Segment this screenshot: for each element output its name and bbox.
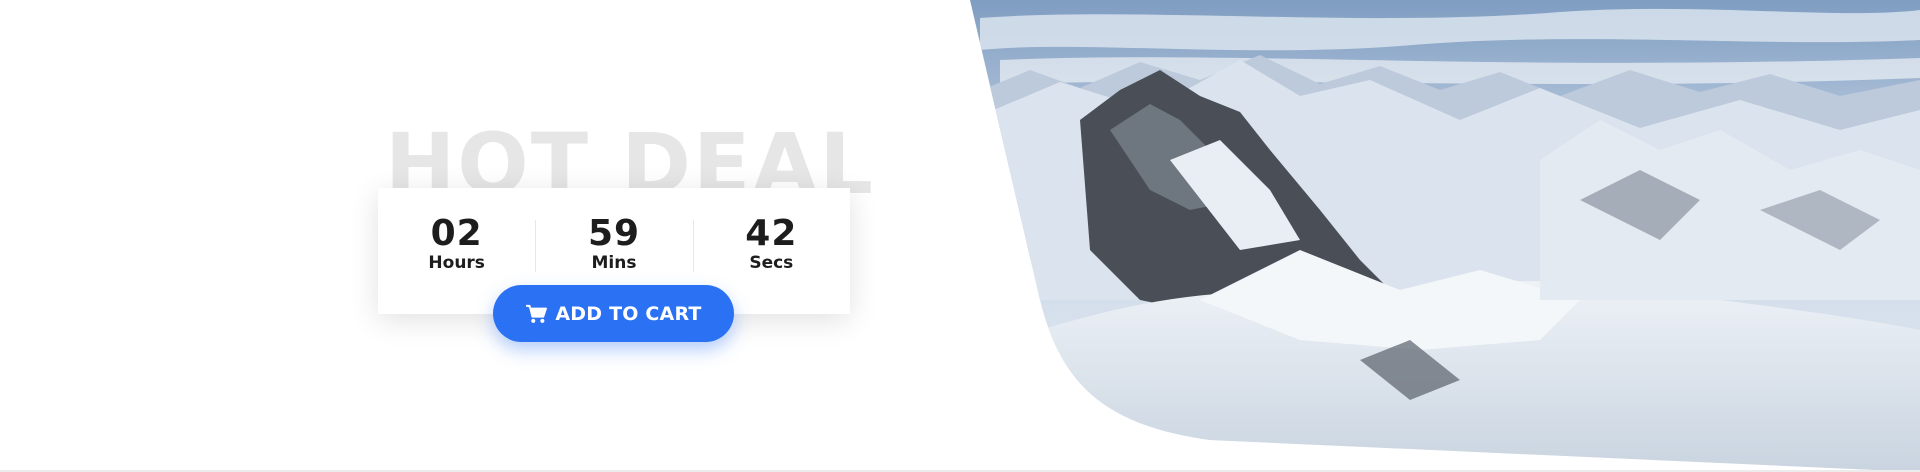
shopping-cart-icon <box>526 304 548 323</box>
countdown-minutes-label: Mins <box>591 253 637 273</box>
countdown-hours-value: 02 <box>430 213 483 254</box>
add-to-cart-label: ADD TO CART <box>555 302 702 325</box>
section-divider <box>0 470 1920 472</box>
add-to-cart-button[interactable]: ADD TO CART <box>493 285 734 342</box>
countdown-seconds: 42 Secs <box>692 188 850 314</box>
mountain-photo <box>940 0 1920 472</box>
countdown-seconds-label: Secs <box>749 253 794 273</box>
countdown-hours: 02 Hours <box>378 188 535 314</box>
countdown-hours-label: Hours <box>428 253 485 273</box>
countdown-minutes-value: 59 <box>587 213 641 254</box>
countdown-minutes: 59 Mins <box>535 188 692 314</box>
countdown-seconds-value: 42 <box>745 213 798 254</box>
